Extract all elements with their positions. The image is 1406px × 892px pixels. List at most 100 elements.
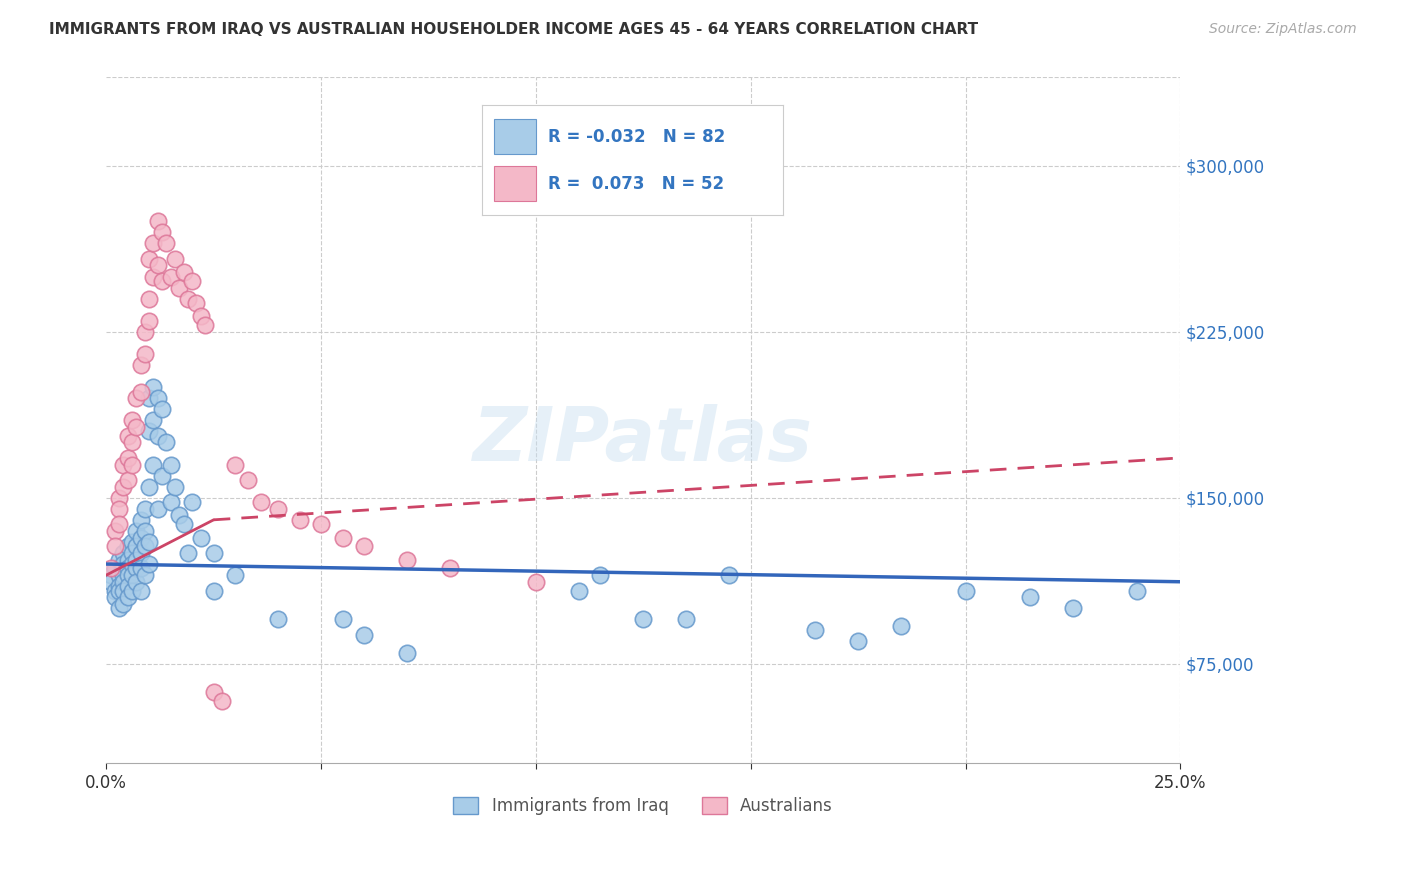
Point — [169, 280, 191, 294]
Point — [150, 402, 173, 417]
Point — [134, 540, 156, 554]
Point — [589, 568, 612, 582]
Point — [112, 557, 135, 571]
Point — [202, 685, 225, 699]
Point — [108, 501, 131, 516]
Point — [104, 540, 127, 554]
Point — [112, 480, 135, 494]
Point — [134, 524, 156, 538]
Point — [309, 517, 332, 532]
Point — [129, 531, 152, 545]
Point — [117, 561, 139, 575]
Point — [125, 574, 148, 589]
Point — [112, 458, 135, 472]
Point — [108, 579, 131, 593]
Point — [1019, 591, 1042, 605]
Point — [108, 568, 131, 582]
Text: ZIPatlas: ZIPatlas — [474, 404, 813, 477]
Point — [146, 391, 169, 405]
Text: Source: ZipAtlas.com: Source: ZipAtlas.com — [1209, 22, 1357, 37]
Point — [129, 546, 152, 560]
Point — [1126, 583, 1149, 598]
Point — [104, 561, 127, 575]
Point — [117, 579, 139, 593]
Legend: Immigrants from Iraq, Australians: Immigrants from Iraq, Australians — [446, 789, 841, 823]
Point — [112, 568, 135, 582]
Point — [121, 435, 143, 450]
Point — [159, 495, 181, 509]
Point — [138, 425, 160, 439]
Point — [129, 561, 152, 575]
Point — [190, 310, 212, 324]
Point — [150, 468, 173, 483]
Point — [129, 358, 152, 372]
Point — [121, 557, 143, 571]
Point — [104, 583, 127, 598]
Point — [332, 531, 354, 545]
Point — [121, 568, 143, 582]
Point — [267, 612, 290, 626]
Point — [173, 265, 195, 279]
Point — [134, 568, 156, 582]
Point — [181, 495, 204, 509]
Point — [117, 568, 139, 582]
Point — [718, 568, 741, 582]
Point — [224, 458, 246, 472]
Point — [177, 292, 200, 306]
Point — [121, 413, 143, 427]
Point — [142, 380, 165, 394]
Point — [134, 501, 156, 516]
Point — [129, 583, 152, 598]
Point — [125, 420, 148, 434]
Point — [117, 552, 139, 566]
Point — [150, 225, 173, 239]
Point — [142, 236, 165, 251]
Point — [112, 574, 135, 589]
Point — [353, 540, 375, 554]
Point — [112, 583, 135, 598]
Point — [138, 535, 160, 549]
Point — [155, 435, 177, 450]
Point — [134, 347, 156, 361]
Point — [112, 597, 135, 611]
Point — [224, 568, 246, 582]
Point — [108, 491, 131, 505]
Text: IMMIGRANTS FROM IRAQ VS AUSTRALIAN HOUSEHOLDER INCOME AGES 45 - 64 YEARS CORRELA: IMMIGRANTS FROM IRAQ VS AUSTRALIAN HOUSE… — [49, 22, 979, 37]
Point — [108, 601, 131, 615]
Point — [138, 292, 160, 306]
Point — [288, 513, 311, 527]
Point — [633, 612, 655, 626]
Point — [1062, 601, 1084, 615]
Point — [524, 574, 547, 589]
Point — [142, 413, 165, 427]
Point — [146, 501, 169, 516]
Point — [186, 296, 208, 310]
Point — [142, 458, 165, 472]
Point — [104, 524, 127, 538]
Point — [890, 619, 912, 633]
Point — [100, 574, 122, 589]
Point — [125, 540, 148, 554]
Point — [117, 473, 139, 487]
Point — [146, 429, 169, 443]
Point — [150, 274, 173, 288]
Point — [146, 214, 169, 228]
Point — [181, 274, 204, 288]
Point — [250, 495, 273, 509]
Point — [159, 269, 181, 284]
Point — [395, 646, 418, 660]
Point — [117, 540, 139, 554]
Point — [108, 517, 131, 532]
Point — [121, 583, 143, 598]
Point — [202, 583, 225, 598]
Point — [121, 535, 143, 549]
Point — [439, 561, 461, 575]
Point — [353, 628, 375, 642]
Point — [138, 557, 160, 571]
Point — [267, 501, 290, 516]
Point — [169, 508, 191, 523]
Point — [568, 583, 591, 598]
Point — [142, 269, 165, 284]
Point — [125, 524, 148, 538]
Point — [129, 513, 152, 527]
